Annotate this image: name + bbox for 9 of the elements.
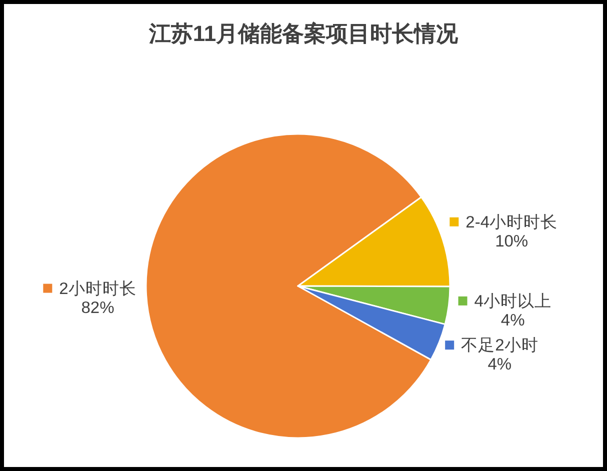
data-label: 4% xyxy=(500,311,526,330)
legend-label: 2-4小时时长 xyxy=(466,213,558,232)
chart-title: 江苏11月储能备案项目时长情况 xyxy=(148,21,460,46)
data-label: 10% xyxy=(495,232,528,250)
legend-label: 不足2小时 xyxy=(461,336,538,355)
legend-label: 2小时时长 xyxy=(59,280,136,298)
data-label: 82% xyxy=(81,298,115,317)
data-label: 4% xyxy=(488,356,512,374)
legend-label: 4小时以上 xyxy=(474,292,552,310)
